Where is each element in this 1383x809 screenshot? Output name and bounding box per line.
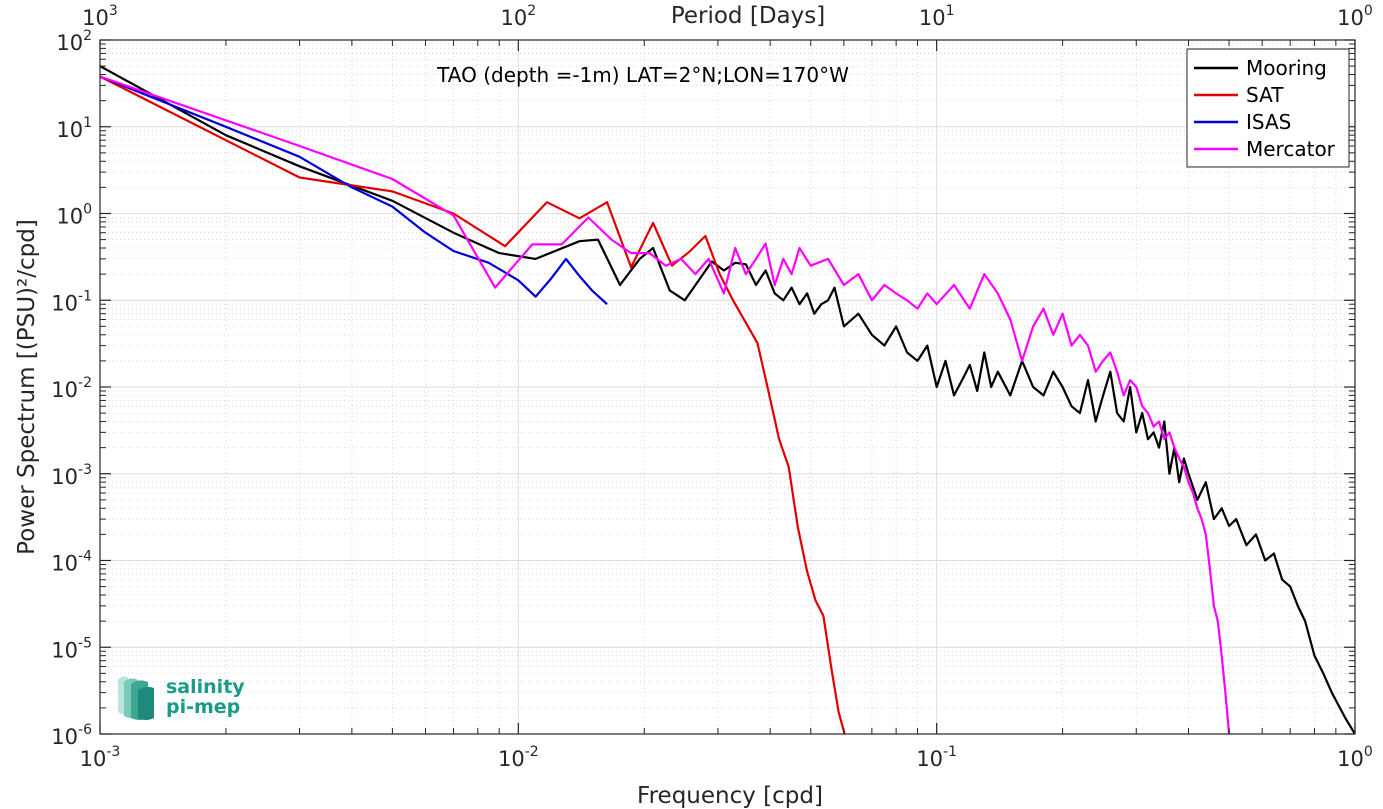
top-tick-label: 100 (1337, 3, 1373, 30)
y-tick-label: 10-5 (51, 635, 92, 662)
y-tick-label: 100 (56, 202, 92, 229)
y-tick-label: 10-2 (51, 375, 92, 402)
legend-label-isas: ISAS (1246, 110, 1291, 134)
y-axis-label: Power Spectrum [(PSU)²/cpd] (14, 219, 40, 555)
legend-label-mooring: Mooring (1246, 56, 1327, 80)
y-tick-label: 10-6 (51, 722, 92, 749)
x-tick-label: 10-2 (498, 744, 539, 771)
y-tick-label: 101 (56, 115, 92, 142)
legend-label-mercator: Mercator (1246, 137, 1336, 161)
x-tick-label: 10-3 (80, 744, 121, 771)
logo-text-pimep: pi-mep (166, 696, 240, 718)
legend-label-sat: SAT (1246, 83, 1284, 107)
tick-marks (99, 39, 1356, 735)
y-tick-label: 10-3 (51, 462, 92, 489)
x-tick-label: 100 (1337, 744, 1373, 771)
y-tick-label: 10-1 (51, 288, 92, 315)
series-line-sat (100, 75, 846, 734)
wave-logo-icon (118, 676, 154, 720)
y-tick-label: 102 (56, 28, 92, 55)
x-axis-label: Frequency [cpd] (637, 783, 823, 809)
salinity-pi-mep-logo: salinity pi-mep (118, 676, 245, 720)
legend-items: Mooring SAT ISAS Mercator (1194, 56, 1336, 161)
top-tick-label: 101 (919, 3, 955, 30)
logo-text-salinity: salinity (166, 676, 245, 698)
chart-title: TAO (depth =-1m) LAT=2°N;LON=170°W (436, 63, 849, 87)
y-tick-label: 10-4 (51, 549, 92, 576)
series-layer (100, 65, 1355, 734)
top-tick-label: 103 (82, 3, 118, 30)
series-line-isas (100, 75, 608, 306)
top-axis-label: Period [Days] (671, 3, 825, 29)
top-tick-label: 102 (501, 3, 537, 30)
x-tick-label: 10-1 (916, 744, 957, 771)
series-line-mercator (100, 75, 1231, 734)
legend: Mooring SAT ISAS Mercator (1186, 48, 1350, 168)
